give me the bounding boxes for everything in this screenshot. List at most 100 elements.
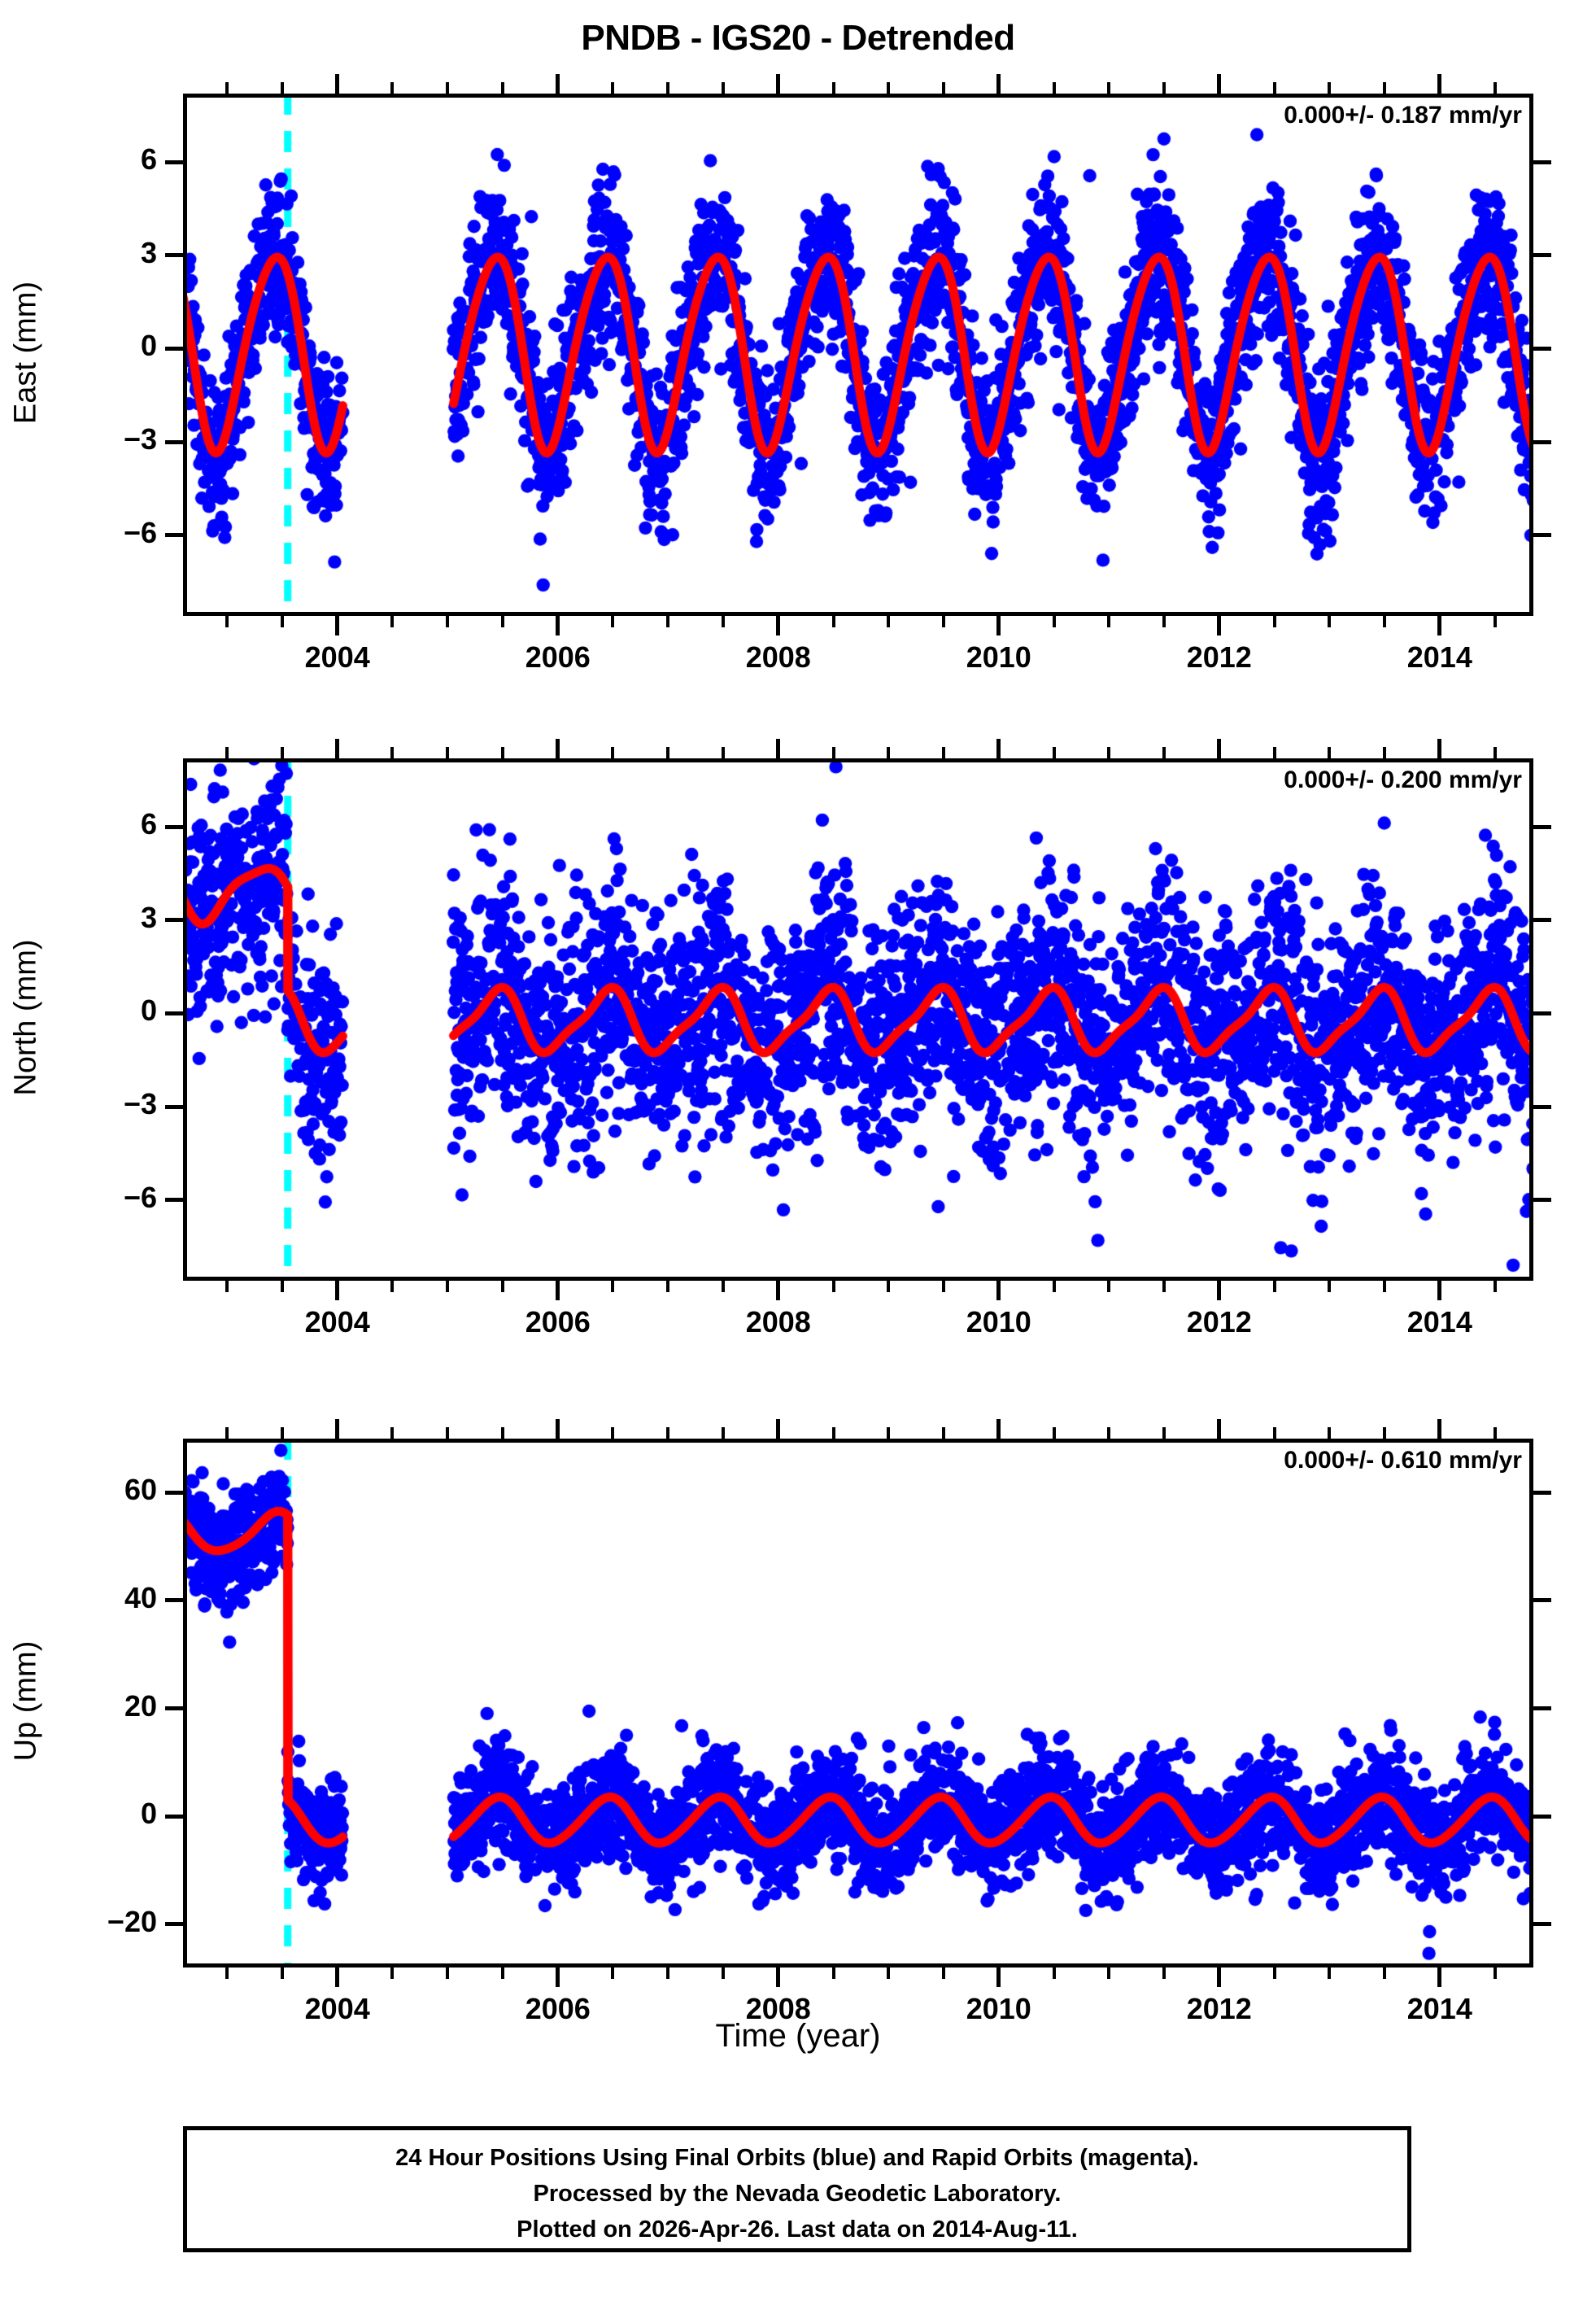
axis-tick [1052, 1968, 1056, 1979]
axis-tick [1328, 82, 1332, 94]
axis-tick [225, 1281, 229, 1292]
axis-tick [722, 1427, 725, 1439]
axis-tick [1437, 616, 1442, 635]
axis-tick [1217, 739, 1222, 758]
axis-tick [831, 747, 835, 758]
axis-tick [776, 739, 781, 758]
axis-tick [446, 1427, 450, 1439]
x-tick-label: 2004 [304, 640, 370, 674]
axis-tick [1533, 1814, 1551, 1819]
y-tick-label-up: 40 [124, 1580, 157, 1614]
axis-tick [165, 1011, 183, 1015]
axis-tick [280, 1968, 284, 1979]
axis-tick [335, 1419, 340, 1439]
axis-tick [165, 1706, 183, 1711]
x-tick-label: 2014 [1406, 1992, 1472, 2025]
y-tick-label-east: 3 [140, 235, 157, 269]
axis-tick [1493, 747, 1497, 758]
axis-tick [887, 82, 891, 94]
axis-tick [1533, 533, 1551, 538]
axis-tick [1052, 1281, 1056, 1292]
axis-tick [165, 1814, 183, 1819]
scatter-canvas-east [183, 94, 1533, 616]
axis-tick [722, 82, 725, 94]
y-tick-label-north: −3 [123, 1087, 157, 1120]
axis-tick [165, 1104, 183, 1109]
x-tick-label: 2010 [966, 1305, 1031, 1339]
y-axis-title-north: North (mm) [8, 939, 43, 1096]
axis-tick [1107, 1968, 1111, 1979]
axis-tick [1107, 1427, 1111, 1439]
axis-tick [165, 1922, 183, 1927]
axis-tick [390, 82, 395, 94]
axis-tick [1437, 74, 1442, 94]
y-axis-title-up: Up (mm) [8, 1640, 43, 1762]
axis-tick [446, 616, 450, 627]
axis-tick [776, 74, 781, 94]
axis-tick [1533, 1011, 1551, 1015]
axis-tick [446, 747, 450, 758]
rate-label-north: 0.000+/- 0.200 mm/yr [1284, 766, 1522, 793]
axis-tick [1533, 253, 1551, 258]
x-tick-label: 2010 [966, 1992, 1031, 2025]
axis-tick [831, 1427, 835, 1439]
axis-tick [1162, 1427, 1166, 1439]
axis-tick [942, 616, 946, 627]
axis-tick [887, 1427, 891, 1439]
axis-tick [996, 1281, 1001, 1300]
axis-tick [722, 747, 725, 758]
axis-tick [776, 1419, 781, 1439]
axis-tick [1217, 1281, 1222, 1300]
axis-tick [1328, 616, 1332, 627]
axis-tick [1328, 1281, 1332, 1292]
axis-tick [225, 1427, 229, 1439]
y-axis-title-east: East (mm) [8, 281, 43, 425]
y-tick-label-east: 0 [140, 329, 157, 363]
axis-tick [335, 739, 340, 758]
axis-tick [1383, 1281, 1387, 1292]
axis-tick [335, 616, 340, 635]
axis-tick [1162, 1281, 1166, 1292]
axis-tick [1052, 82, 1056, 94]
axis-tick [1162, 1968, 1166, 1979]
axis-tick [831, 616, 835, 627]
axis-tick [556, 74, 560, 94]
page-title: PNDB - IGS20 - Detrended [581, 18, 1015, 58]
axis-tick [335, 74, 340, 94]
axis-tick [1383, 82, 1387, 94]
axis-tick [1052, 1427, 1056, 1439]
rate-label-east: 0.000+/- 0.187 mm/yr [1284, 102, 1522, 129]
axis-tick [390, 1968, 395, 1979]
axis-tick [1217, 74, 1222, 94]
axis-tick [556, 616, 560, 635]
axis-tick [1437, 1968, 1442, 1987]
axis-tick [722, 1281, 725, 1292]
axis-tick [556, 1968, 560, 1987]
axis-tick [280, 1281, 284, 1292]
axis-tick [1328, 1427, 1332, 1439]
axis-tick [1328, 747, 1332, 758]
y-tick-label-east: −6 [123, 515, 157, 549]
axis-tick [942, 747, 946, 758]
axis-tick [1533, 1198, 1551, 1203]
axis-tick [500, 1281, 504, 1292]
axis-tick [1107, 1281, 1111, 1292]
y-tick-label-up: 60 [124, 1473, 157, 1507]
x-tick-label: 2008 [745, 1305, 811, 1339]
axis-tick [1493, 1281, 1497, 1292]
x-tick-label: 2012 [1186, 1305, 1252, 1339]
axis-tick [1493, 1427, 1497, 1439]
y-tick-label-north: −6 [123, 1180, 157, 1214]
x-tick-label: 2004 [304, 1305, 370, 1339]
axis-tick [1107, 747, 1111, 758]
axis-tick [1533, 1598, 1551, 1603]
axis-tick [996, 74, 1001, 94]
axis-tick [722, 616, 725, 627]
axis-tick [1533, 1490, 1551, 1495]
axis-tick [887, 616, 891, 627]
y-tick-label-north: 3 [140, 900, 157, 934]
axis-tick [335, 1968, 340, 1987]
axis-tick [831, 1281, 835, 1292]
axis-tick [165, 824, 183, 829]
